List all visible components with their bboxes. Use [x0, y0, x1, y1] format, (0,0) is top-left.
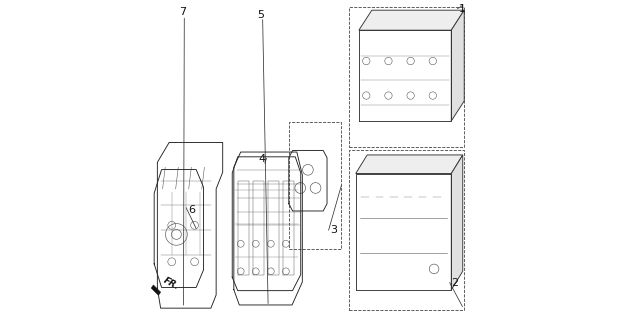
Polygon shape — [451, 155, 463, 290]
Text: 4: 4 — [259, 154, 266, 164]
Polygon shape — [356, 155, 463, 173]
Text: FR.: FR. — [162, 275, 181, 291]
Text: 2: 2 — [451, 278, 459, 288]
Polygon shape — [359, 10, 464, 30]
Text: 3: 3 — [330, 225, 337, 235]
Text: 6: 6 — [188, 204, 195, 215]
Polygon shape — [451, 10, 464, 121]
Text: 7: 7 — [180, 7, 187, 17]
Polygon shape — [151, 285, 161, 295]
Text: 1: 1 — [459, 4, 466, 14]
Text: 5: 5 — [257, 10, 264, 20]
